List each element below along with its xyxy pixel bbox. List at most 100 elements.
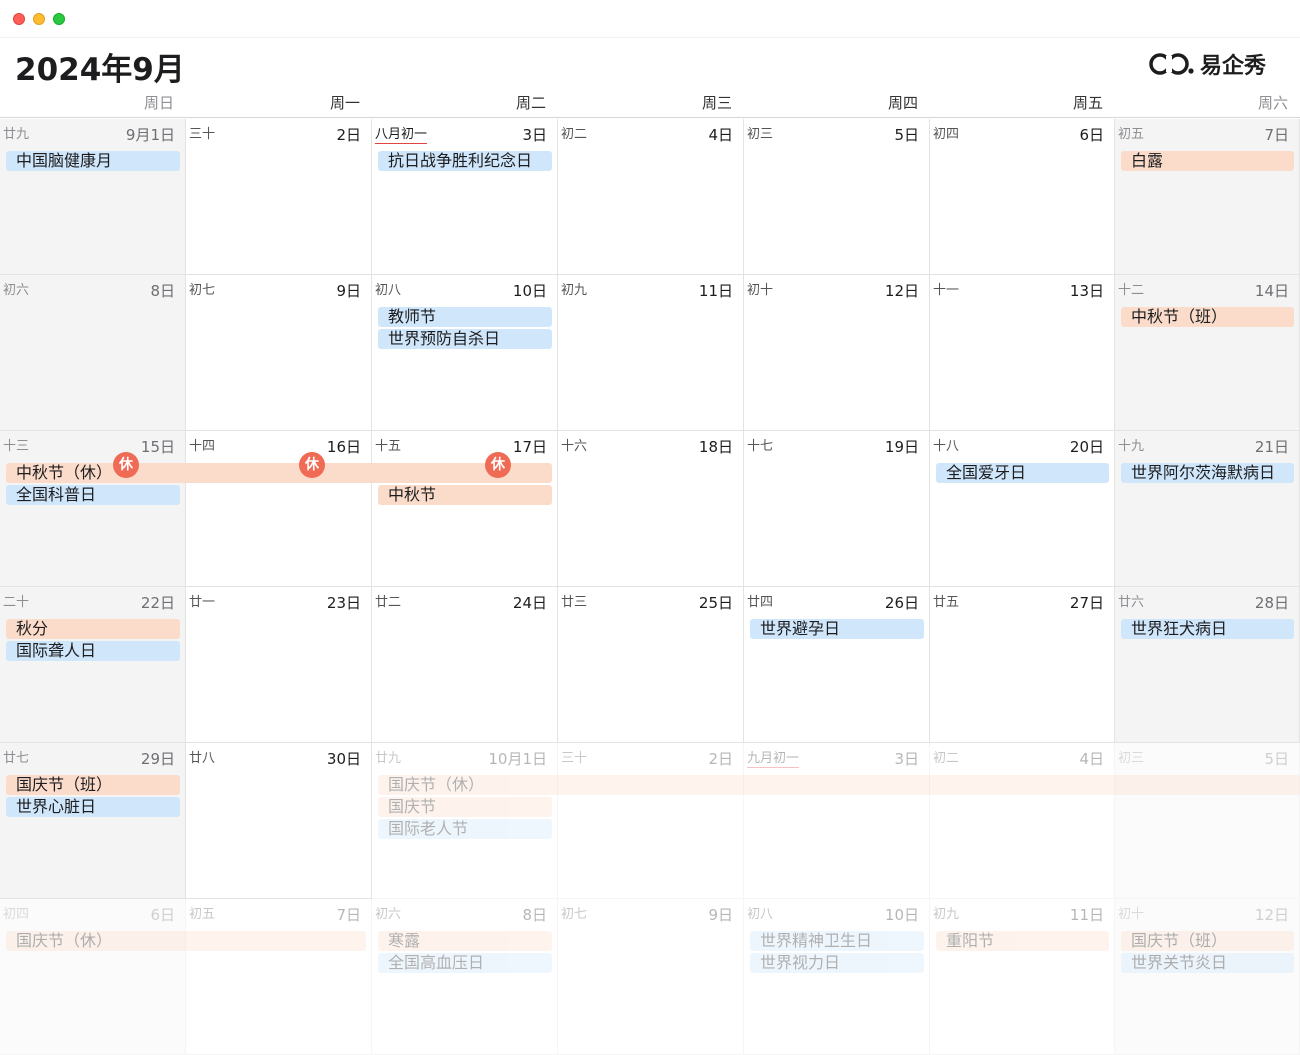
day-cell[interactable]: 初十 12日 — [744, 275, 930, 431]
day-cell[interactable]: 廿五 27日 — [930, 587, 1115, 743]
lunar-date: 初六 — [3, 283, 30, 298]
lunar-date: 廿三 — [561, 595, 588, 610]
calendar-event[interactable]: 教师节 — [378, 307, 552, 327]
lunar-date: 初九 — [933, 907, 960, 922]
calendar-event[interactable]: 国庆节（休） — [6, 931, 366, 951]
calendar-event[interactable]: 寒露 — [378, 931, 552, 951]
day-number: 22日 — [140, 594, 175, 612]
lunar-date: 十三 — [3, 439, 30, 454]
day-cell[interactable]: 初三 5日 — [744, 119, 930, 275]
day-cell[interactable]: 廿三 25日 — [558, 587, 744, 743]
calendar-event[interactable]: 中秋节 — [378, 485, 552, 505]
calendar-event[interactable]: 国庆节（休） — [378, 775, 1300, 795]
day-cell[interactable]: 初八 10日 — [744, 899, 930, 1055]
calendar-event[interactable]: 世界狂犬病日 — [1121, 619, 1294, 639]
day-number: 25日 — [698, 594, 733, 612]
calendar-event[interactable]: 世界避孕日 — [750, 619, 924, 639]
day-number: 13日 — [1069, 282, 1104, 300]
month-grid: 廿九 9月1日 三十 2日 八月初一 3日 初二 4日 初三 5日 初四 6日 初五 7日 初六 8日 初七 9日… — [0, 119, 1300, 1055]
day-cell[interactable]: 十五 17日 — [372, 431, 558, 587]
calendar-event[interactable]: 国庆节 — [378, 797, 552, 817]
lunar-date: 十九 — [1118, 439, 1145, 454]
day-number: 12日 — [1254, 906, 1289, 924]
day-number: 9月1日 — [125, 126, 175, 144]
day-cell[interactable]: 廿九 9月1日 — [0, 119, 186, 275]
weekday-label: 周六 — [1257, 94, 1288, 112]
day-number: 7日 — [1264, 126, 1289, 144]
day-cell[interactable]: 初三 5日 — [1115, 743, 1300, 899]
day-cell[interactable]: 廿七 29日 — [0, 743, 186, 899]
day-cell[interactable]: 十四 16日 — [186, 431, 372, 587]
calendar-event[interactable]: 世界心脏日 — [6, 797, 180, 817]
day-cell[interactable]: 廿八 30日 — [186, 743, 372, 899]
day-cell[interactable]: 十九 21日 — [1115, 431, 1300, 587]
calendar-event[interactable]: 中国脑健康月 — [6, 151, 180, 171]
calendar-event[interactable]: 世界视力日 — [750, 953, 924, 973]
calendar-event[interactable]: 中秋节（休） — [6, 463, 552, 483]
calendar-event[interactable]: 国庆节（班） — [1121, 931, 1294, 951]
close-window-button[interactable] — [13, 13, 25, 25]
lunar-date: 廿九 — [375, 751, 402, 766]
zoom-window-button[interactable] — [53, 13, 65, 25]
day-cell[interactable]: 十八 20日 — [930, 431, 1115, 587]
day-cell[interactable]: 初八 10日 — [372, 275, 558, 431]
day-cell[interactable]: 初五 7日 — [186, 899, 372, 1055]
day-cell[interactable]: 初六 8日 — [0, 275, 186, 431]
day-cell[interactable]: 十二 14日 — [1115, 275, 1300, 431]
minimize-window-button[interactable] — [33, 13, 45, 25]
day-cell[interactable]: 初六 8日 — [372, 899, 558, 1055]
day-cell[interactable]: 初四 6日 — [930, 119, 1115, 275]
day-cell[interactable]: 初九 11日 — [558, 275, 744, 431]
day-cell[interactable]: 初七 9日 — [186, 275, 372, 431]
calendar-event[interactable]: 重阳节 — [936, 931, 1109, 951]
day-cell[interactable]: 廿二 24日 — [372, 587, 558, 743]
day-cell[interactable]: 十三 15日 — [0, 431, 186, 587]
day-cell[interactable]: 初九 11日 — [930, 899, 1115, 1055]
day-number: 8日 — [522, 906, 547, 924]
calendar-event[interactable]: 全国爱牙日 — [936, 463, 1109, 483]
day-cell[interactable]: 廿四 26日 — [744, 587, 930, 743]
calendar-event[interactable]: 世界预防自杀日 — [378, 329, 552, 349]
calendar-event[interactable]: 世界关节炎日 — [1121, 953, 1294, 973]
calendar-event[interactable]: 白露 — [1121, 151, 1294, 171]
day-cell[interactable]: 廿九 10月1日 — [372, 743, 558, 899]
day-cell[interactable]: 初七 9日 — [558, 899, 744, 1055]
lunar-date: 十八 — [933, 439, 960, 454]
calendar-event[interactable]: 中秋节（班） — [1121, 307, 1294, 327]
lunar-date: 廿四 — [747, 595, 774, 610]
day-number: 24日 — [512, 594, 547, 612]
day-cell[interactable]: 十六 18日 — [558, 431, 744, 587]
day-cell[interactable]: 三十 2日 — [186, 119, 372, 275]
calendar-event[interactable]: 抗日战争胜利纪念日 — [378, 151, 552, 171]
weekday-label: 周五 — [1072, 94, 1103, 112]
calendar-event[interactable]: 秋分 — [6, 619, 180, 639]
lunar-date: 初五 — [1118, 127, 1145, 142]
day-number: 10日 — [884, 906, 919, 924]
day-cell[interactable]: 初十 12日 — [1115, 899, 1300, 1055]
day-number: 4日 — [1079, 750, 1104, 768]
calendar-event[interactable]: 世界精神卫生日 — [750, 931, 924, 951]
calendar-event[interactable]: 全国科普日 — [6, 485, 180, 505]
day-cell[interactable]: 三十 2日 — [558, 743, 744, 899]
day-cell[interactable]: 八月初一 3日 — [372, 119, 558, 275]
lunar-date: 初二 — [933, 751, 960, 766]
day-cell[interactable]: 初二 4日 — [930, 743, 1115, 899]
day-cell[interactable]: 廿一 23日 — [186, 587, 372, 743]
day-number: 12日 — [884, 282, 919, 300]
calendar-event[interactable]: 国际聋人日 — [6, 641, 180, 661]
day-number: 23日 — [326, 594, 361, 612]
calendar-event[interactable]: 全国高血压日 — [378, 953, 552, 973]
day-cell[interactable]: 初二 4日 — [558, 119, 744, 275]
day-cell[interactable]: 九月初一 3日 — [744, 743, 930, 899]
day-cell[interactable]: 二十 22日 — [0, 587, 186, 743]
calendar-event[interactable]: 国际老人节 — [378, 819, 552, 839]
day-cell[interactable]: 初四 6日 — [0, 899, 186, 1055]
day-cell[interactable]: 廿六 28日 — [1115, 587, 1300, 743]
day-cell[interactable]: 初五 7日 — [1115, 119, 1300, 275]
calendar-event[interactable]: 世界阿尔茨海默病日 — [1121, 463, 1294, 483]
lunar-date: 八月初一 — [375, 123, 428, 144]
calendar-event[interactable]: 国庆节（班） — [6, 775, 180, 795]
day-cell[interactable]: 十七 19日 — [744, 431, 930, 587]
weekday-label: 周三 — [701, 94, 732, 112]
day-cell[interactable]: 十一 13日 — [930, 275, 1115, 431]
